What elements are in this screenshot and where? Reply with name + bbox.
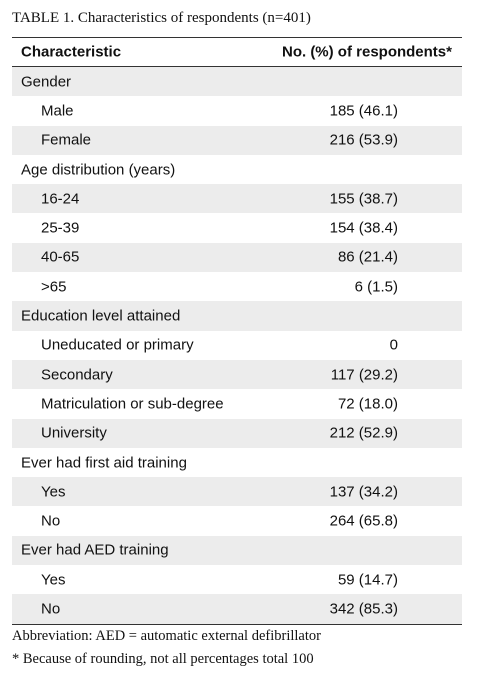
row-value: 154 (38.4)	[329, 219, 398, 237]
row-label: Uneducated or primary	[41, 336, 194, 354]
row-value: 264 (65.8)	[329, 512, 398, 530]
table: Characteristic No. (%) of respondents* G…	[12, 37, 462, 625]
row-label: Yes	[41, 483, 66, 501]
row-value: 137 (34.2)	[329, 483, 398, 501]
section-row: Ever had AED training	[12, 535, 462, 566]
table-row: University 212 (52.9)	[12, 418, 462, 448]
row-value: 212 (52.9)	[329, 424, 398, 442]
row-label: 40-65	[41, 248, 80, 266]
footnote: Abbreviation: AED = automatic external d…	[12, 628, 321, 644]
row-label: Secondary	[41, 366, 113, 384]
table-row: 16-24 155 (38.7)	[12, 184, 462, 214]
row-label: Matriculation or sub-degree	[41, 395, 224, 413]
header-cell: Characteristic	[21, 43, 122, 61]
section-row: Age distribution (years)	[12, 155, 462, 184]
row-value: 342 (85.3)	[329, 600, 398, 618]
header-cell: No. (%) of respondents*	[281, 43, 452, 61]
row-value: 59 (14.7)	[337, 571, 398, 589]
section-label: Ever had AED training	[21, 541, 169, 559]
section-row: Education level attained	[12, 301, 462, 331]
table-row: Secondary 117 (29.2)	[12, 359, 462, 390]
table-row: No 342 (85.3)	[12, 594, 462, 624]
footnote: * Because of rounding, not all percentag…	[12, 651, 314, 667]
table-row: Matriculation or sub-degree 72 (18.0)	[12, 389, 462, 418]
row-value: 216 (53.9)	[329, 131, 398, 149]
row-value: 155 (38.7)	[329, 190, 398, 208]
table-row: Male 185 (46.1)	[12, 96, 462, 125]
row-label: 25-39	[41, 219, 80, 237]
row-value: 6 (1.5)	[354, 278, 398, 296]
section-label: Education level attained	[21, 307, 181, 325]
section-label: Ever had first aid training	[21, 454, 187, 471]
row-label: University	[41, 424, 107, 442]
table-row: Yes 59 (14.7)	[12, 565, 462, 594]
row-label: Male	[41, 102, 74, 120]
table-row: 25-39 154 (38.4)	[12, 213, 462, 242]
row-label: >65	[41, 278, 67, 296]
row-label: Female	[41, 131, 92, 149]
row-value: 86 (21.4)	[337, 248, 398, 266]
table-row: Yes 137 (34.2)	[12, 477, 462, 507]
table-row: No 264 (65.8)	[12, 506, 462, 535]
row-label: No	[41, 600, 61, 618]
row-label: No	[41, 512, 61, 530]
row-value: 185 (46.1)	[329, 102, 398, 120]
table-row: >65 6 (1.5)	[12, 272, 462, 301]
row-value: 117 (29.2)	[330, 366, 398, 384]
table-row: Female 216 (53.9)	[12, 125, 462, 155]
table-title: TABLE 1. Characteristics of respondents …	[12, 10, 311, 26]
section-row: Gender	[12, 67, 462, 97]
section-row: Ever had first aid training	[12, 448, 462, 477]
section-label: Age distribution (years)	[21, 161, 176, 179]
section-label: Gender	[21, 73, 72, 91]
header-row: Characteristic No. (%) of respondents*	[12, 38, 462, 67]
row-label: Yes	[41, 571, 66, 589]
row-value: 0	[389, 336, 398, 354]
row-value: 72 (18.0)	[337, 395, 398, 413]
row-label: 16-24	[41, 190, 80, 208]
table-row: Uneducated or primary 0	[12, 331, 462, 360]
table-row: 40-65 86 (21.4)	[12, 242, 462, 273]
